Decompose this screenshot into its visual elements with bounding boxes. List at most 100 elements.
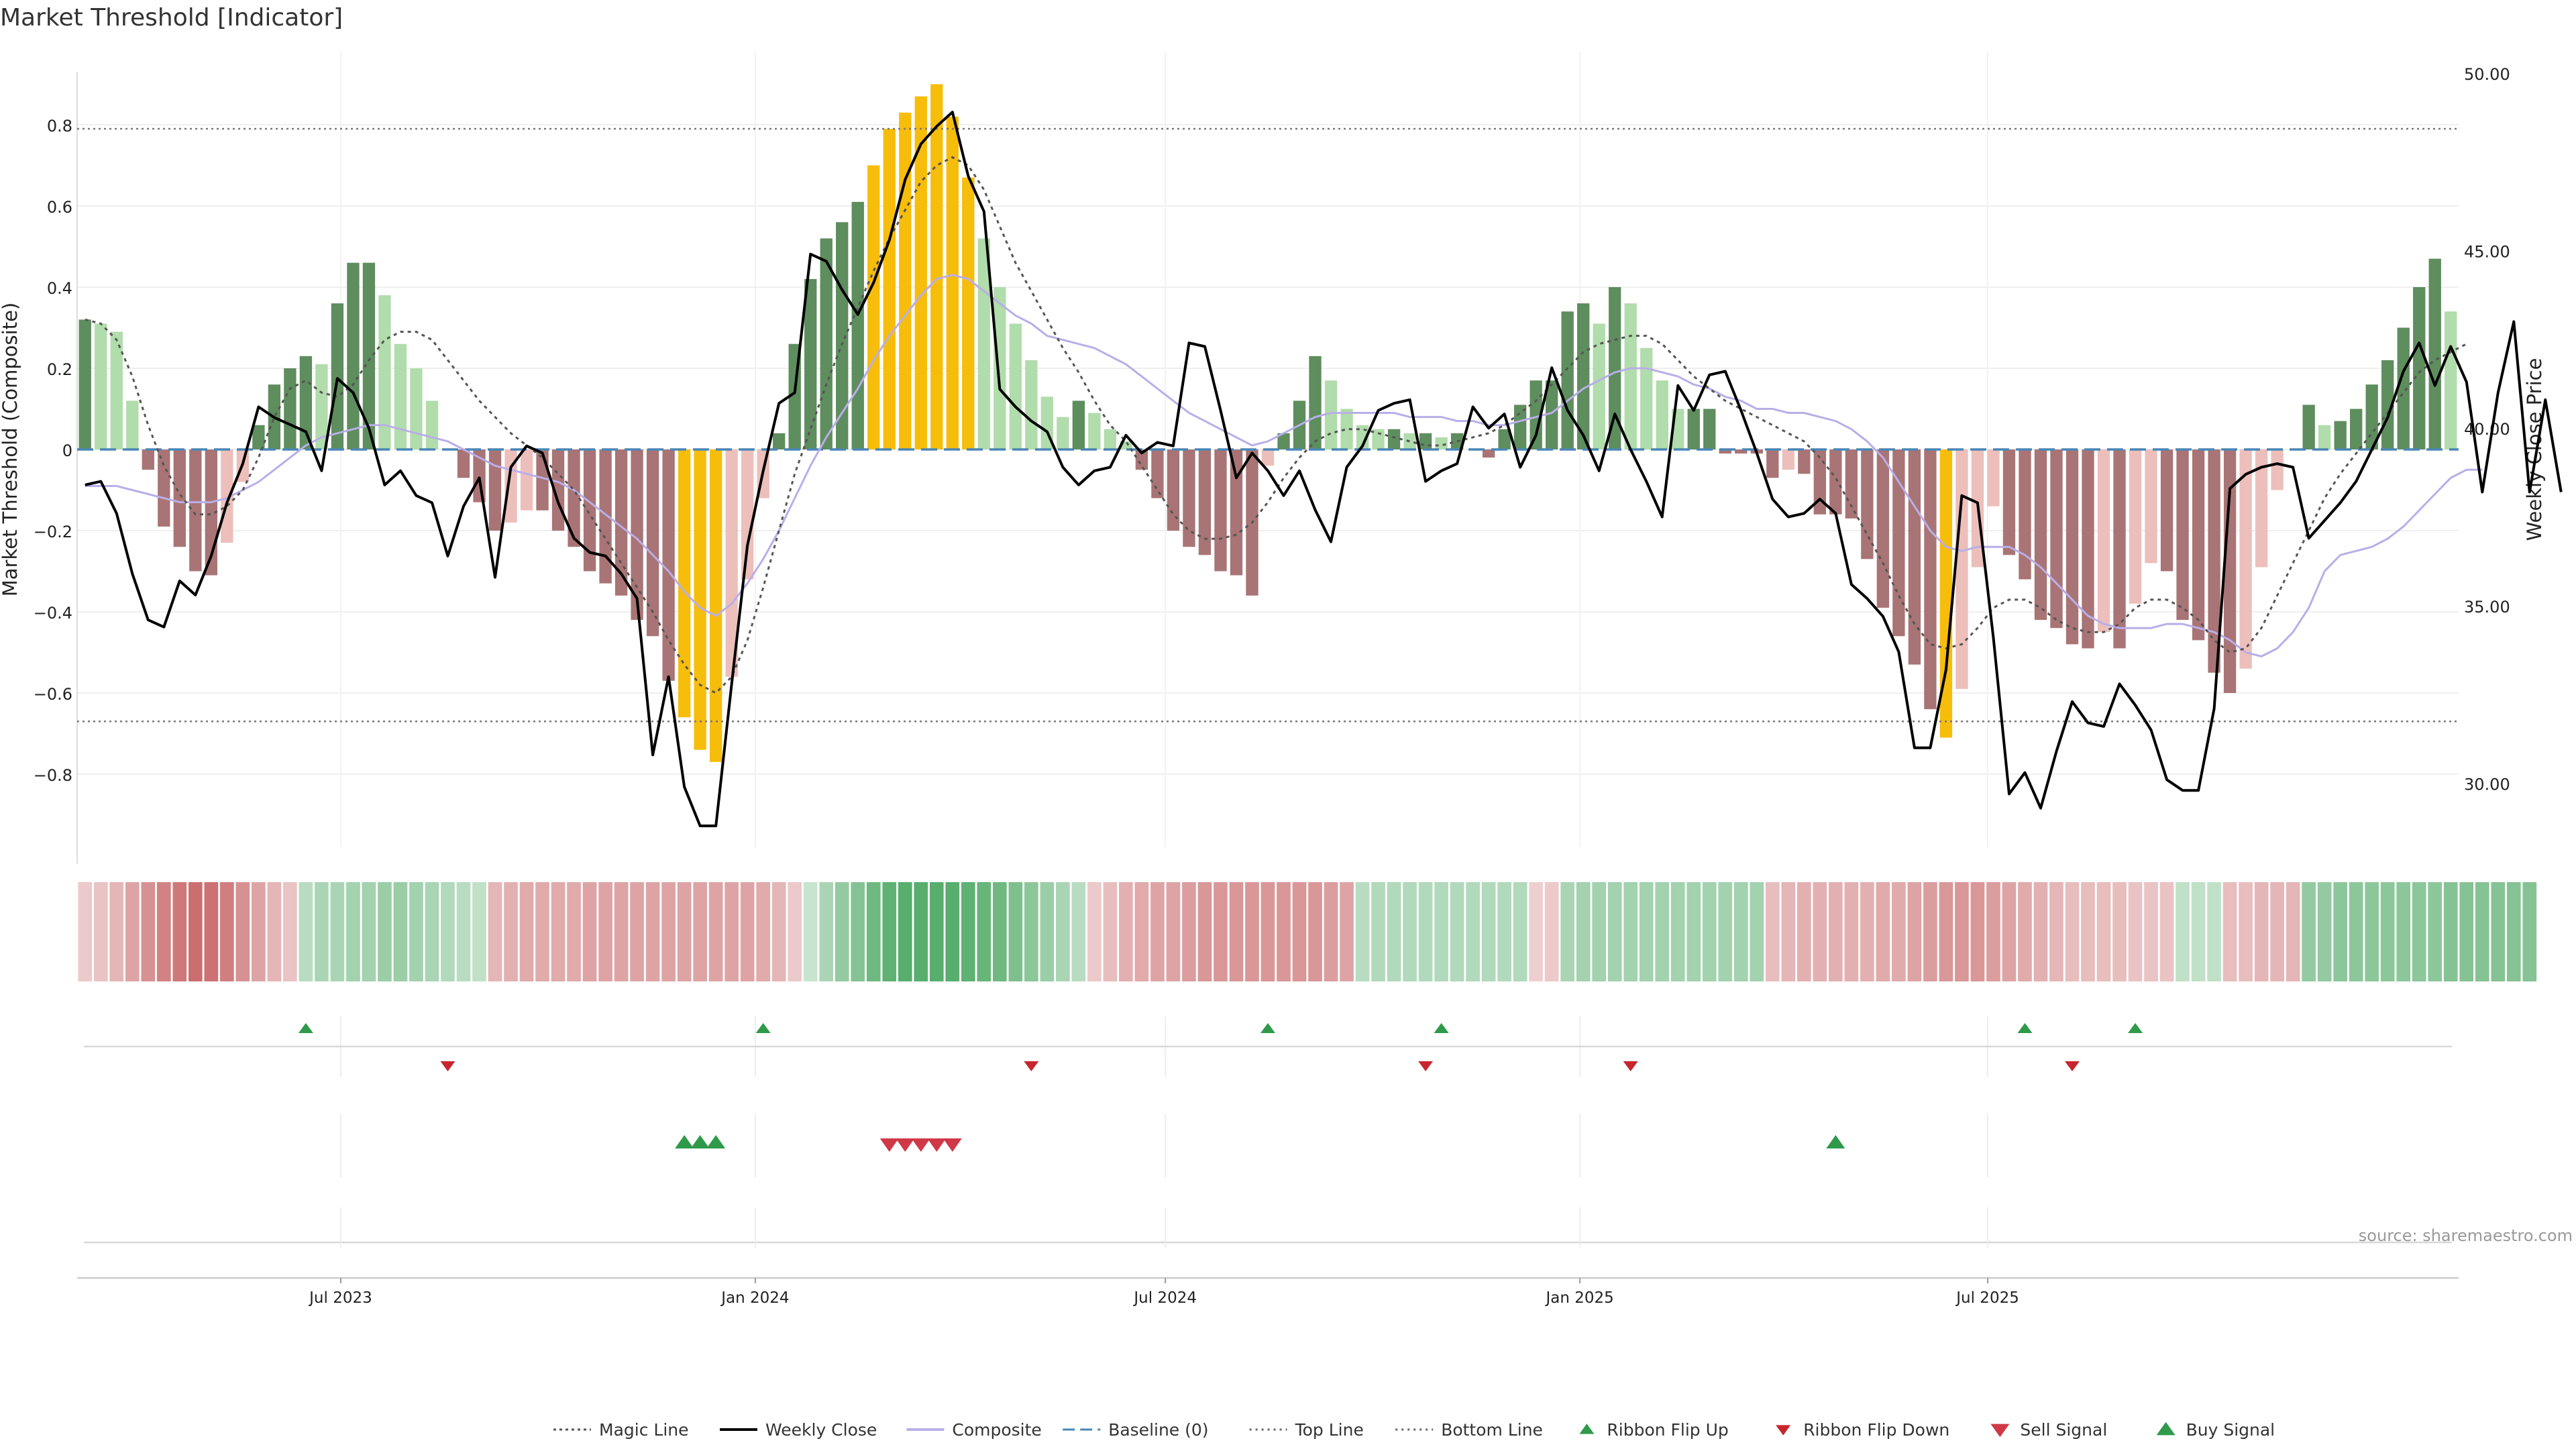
- ribbon-cell: [1750, 882, 1764, 981]
- ribbon-cell: [1418, 882, 1433, 981]
- y-left-tick-label: 0.2: [47, 360, 72, 379]
- ribbon-cell: [1450, 882, 1464, 981]
- legend-label: Buy Signal: [2186, 1420, 2275, 1440]
- ribbon-flip-down-marker: [2065, 1061, 2080, 1071]
- ribbon-cell: [567, 882, 581, 981]
- composite-bar: [1151, 449, 1164, 498]
- composite-bar: [1987, 449, 2000, 506]
- ribbon-cell: [1529, 882, 1544, 981]
- main-panel: 0.8 0.6 0.4 0.2 0 −0.2 −0.4 −0.6 −0.8 50.00 45.00 4…: [0, 52, 2563, 864]
- legend-item: Ribbon Flip Up: [1579, 1420, 1729, 1440]
- ribbon-cell: [1860, 882, 1874, 981]
- sell-signal-marker: [943, 1138, 962, 1152]
- ribbon-cell: [2506, 882, 2521, 981]
- ribbon-cell: [535, 882, 549, 981]
- ribbon-cell: [1008, 882, 1023, 981]
- composite-bar: [1861, 449, 1874, 559]
- composite-bar: [331, 303, 344, 449]
- composite-bar: [867, 165, 880, 449]
- composite-bar: [741, 449, 754, 580]
- y-left-tick-label: −0.6: [34, 685, 72, 704]
- ribbon-cell: [2191, 882, 2206, 981]
- composite-bar: [946, 116, 959, 449]
- composite-bar: [1876, 449, 1890, 608]
- ribbon-cell: [1260, 882, 1275, 981]
- ribbon-cell: [252, 882, 266, 981]
- composite-bar: [1183, 449, 1195, 547]
- composite-bar: [347, 262, 360, 449]
- ribbon-cell: [756, 882, 771, 981]
- composite-bar: [1656, 380, 1668, 449]
- ribbon-cell: [283, 882, 297, 981]
- y-right-tick-label: 35.00: [2464, 598, 2510, 616]
- composite-bar: [2065, 449, 2079, 645]
- ribbon-cell: [1340, 882, 1354, 981]
- composite-bar: [78, 319, 91, 449]
- composite-bar: [1908, 449, 1921, 665]
- ribbon-cell: [2396, 882, 2411, 981]
- ribbon-cell: [1639, 882, 1654, 981]
- y-left-tick-label: −0.2: [34, 523, 72, 541]
- ribbon-cell: [882, 882, 897, 981]
- legend-item: Magic Line: [553, 1420, 689, 1440]
- sell-signal-marker: [927, 1138, 947, 1152]
- ribbon-cell: [2018, 882, 2032, 981]
- y-left-tick-label: 0.4: [47, 279, 72, 298]
- ribbon-flip-down-marker: [440, 1061, 455, 1071]
- ribbon-cell: [1150, 882, 1165, 981]
- composite-bar: [1072, 400, 1085, 449]
- source-label: source: sharemaestro.com: [2359, 1226, 2573, 1245]
- legend-item: Sell Signal: [1990, 1420, 2107, 1440]
- signal-panel: [84, 1114, 2452, 1248]
- x-tick-label: Jan 2024: [720, 1289, 789, 1307]
- ribbon-cell: [93, 882, 108, 981]
- y-left-tick-label: −0.4: [34, 604, 72, 623]
- ribbon-cell: [1182, 882, 1196, 981]
- composite-bar: [2223, 449, 2237, 693]
- ribbon-cell: [661, 882, 676, 981]
- composite-bar: [315, 364, 328, 449]
- ribbon-cell: [945, 882, 960, 981]
- composite-bar: [2397, 327, 2410, 449]
- ribbon-cell: [1403, 882, 1417, 981]
- composite-bar: [662, 449, 675, 681]
- composite-bar: [1529, 380, 1542, 449]
- ribbon-cell: [1166, 882, 1181, 981]
- ribbon-cell: [1466, 882, 1480, 981]
- composite-bar: [694, 449, 706, 750]
- ribbon-cell: [835, 882, 849, 981]
- composite-bar: [631, 449, 643, 621]
- composite-bar: [2019, 449, 2031, 580]
- ribbon-cell: [1245, 882, 1259, 981]
- ribbon-cell: [472, 882, 486, 981]
- composite-bar: [2381, 360, 2394, 449]
- legend-swatch: [2156, 1421, 2176, 1436]
- ribbon-cell: [1103, 882, 1118, 981]
- ribbon-cell: [1481, 882, 1496, 981]
- composite-bar: [1498, 429, 1511, 449]
- x-tick-label: Jan 2025: [1545, 1289, 1614, 1307]
- ribbon-cell: [204, 882, 219, 981]
- ribbon-cell: [582, 882, 597, 981]
- ribbon-cell: [315, 882, 329, 981]
- ribbon-cell: [1970, 882, 1985, 981]
- ribbon-cell: [1434, 882, 1448, 981]
- composite-bar: [1214, 449, 1227, 572]
- ribbon-cell: [2365, 882, 2379, 981]
- ribbon-cell: [914, 882, 928, 981]
- ribbon-cell: [803, 882, 818, 981]
- ribbon-cell: [1071, 882, 1086, 981]
- ribbon-cell: [330, 882, 345, 981]
- ribbon-cell: [441, 882, 455, 981]
- composite-bar: [568, 449, 580, 547]
- composite-bar: [1845, 449, 1858, 519]
- y-left-tick-label: 0.8: [47, 117, 72, 136]
- sell-signal-marker: [896, 1138, 915, 1152]
- y-right-tick-label: 40.00: [2464, 420, 2510, 439]
- ribbon-cell: [1923, 882, 1937, 981]
- composite-bar: [1924, 449, 1937, 710]
- composite-bar: [425, 400, 439, 449]
- composite-bar: [394, 343, 407, 449]
- ribbon-flip-up-marker: [2128, 1023, 2143, 1033]
